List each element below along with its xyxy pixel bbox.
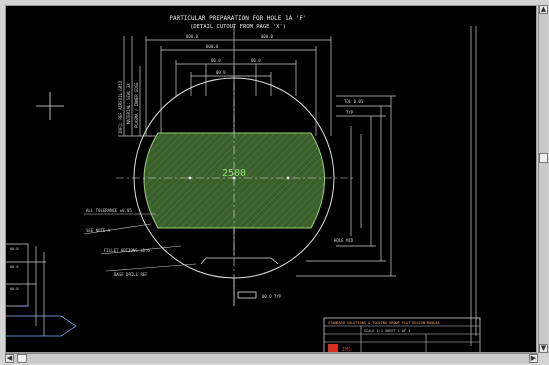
- left-dimensions: [118, 36, 156, 137]
- title-block-line2: SCALE 1:1 SHEET 1 OF 1: [364, 329, 410, 333]
- leader-lines: [83, 213, 197, 272]
- center-value-label: 2500: [222, 168, 246, 179]
- svg-text:ALL TOLERANCE ±0.05: ALL TOLERANCE ±0.05: [86, 208, 132, 213]
- scroll-right-button[interactable]: ▶: [529, 354, 538, 363]
- svg-text:SEE NOTE A: SEE NOTE A: [86, 228, 111, 233]
- company-logo-text: IMS: [342, 347, 351, 353]
- drawing-subtitle: (DETAIL CUTOUT FROM PAGE 'X'): [190, 24, 286, 30]
- svg-text:INFO: REF AIRFOIL GRID: INFO: REF AIRFOIL GRID: [118, 80, 123, 134]
- svg-text:FILLET OPTIONS ±0.6: FILLET OPTIONS ±0.6: [104, 248, 150, 253]
- keyway-note: 00.0 TYP: [262, 294, 282, 299]
- svg-text:00.0: 00.0: [251, 58, 261, 63]
- center-lines: [116, 66, 356, 296]
- title-block-header: STANDARD SOLUTIONS & TOOLING GROUP FLAT …: [328, 321, 440, 325]
- svg-text:000.0: 000.0: [206, 44, 219, 49]
- svg-text:BASE DRILL REF: BASE DRILL REF: [114, 272, 148, 277]
- scroll-left-button[interactable]: ◀: [5, 354, 14, 363]
- callout-labels: ALL TOLERANCE ±0.05 SEE NOTE A FILLET OP…: [86, 208, 150, 277]
- svg-text:000.0: 000.0: [186, 34, 199, 39]
- svg-text:000.0: 000.0: [261, 34, 274, 39]
- svg-text:MATERIAL: SEAL 2X: MATERIAL: SEAL 2X: [126, 82, 131, 124]
- crosshair-cursor-icon: [36, 92, 64, 120]
- left-detail: [6, 243, 77, 337]
- right-dimensions: [296, 26, 477, 346]
- center-points: [188, 176, 290, 180]
- svg-text:00.0: 00.0: [10, 265, 18, 269]
- scroll-down-button[interactable]: ▼: [539, 344, 548, 353]
- svg-text:00.0: 00.0: [10, 287, 18, 291]
- svg-text:00.0: 00.0: [10, 247, 18, 251]
- svg-text:PLASMA / INNER EDGE: PLASMA / INNER EDGE: [134, 82, 139, 128]
- scroll-up-button[interactable]: ▲: [539, 5, 548, 14]
- bottom-keyway: [200, 257, 279, 306]
- cad-drawing: PARTICULAR PREPARATION FOR HOLE 1A 'F' (…: [6, 15, 481, 353]
- vertical-scroll-thumb[interactable]: [539, 153, 548, 163]
- horizontal-scroll-thumb[interactable]: [17, 354, 27, 363]
- drawing-title: PARTICULAR PREPARATION FOR HOLE 1A 'F': [169, 15, 306, 22]
- company-logo: [328, 344, 338, 352]
- svg-text:TYP: TYP: [346, 110, 354, 115]
- title-block: STANDARD SOLUTIONS & TOOLING GROUP FLAT …: [323, 317, 481, 353]
- left-detail-text: 00.0 00.0 00.0: [10, 247, 18, 291]
- right-labels: TOL 0.05 HOLE MID TYP: [334, 99, 364, 243]
- svg-text:00.0: 00.0: [211, 58, 221, 63]
- vertical-scrollbar[interactable]: ▲ ▼: [538, 5, 548, 353]
- horizontal-scrollbar[interactable]: ◀ ▶: [5, 353, 538, 363]
- svg-text:HOLE MID: HOLE MID: [334, 238, 354, 243]
- top-dim-values: 000.0 000.0 000.0 00.0 00.0 00.0: [186, 34, 274, 75]
- left-notes: INFO: REF AIRFOIL GRID MATERIAL: SEAL 2X…: [118, 80, 139, 134]
- drawing-canvas[interactable]: PARTICULAR PREPARATION FOR HOLE 1A 'F' (…: [5, 5, 537, 353]
- svg-text:TOL 0.05: TOL 0.05: [344, 99, 364, 104]
- svg-text:00.0: 00.0: [216, 70, 226, 75]
